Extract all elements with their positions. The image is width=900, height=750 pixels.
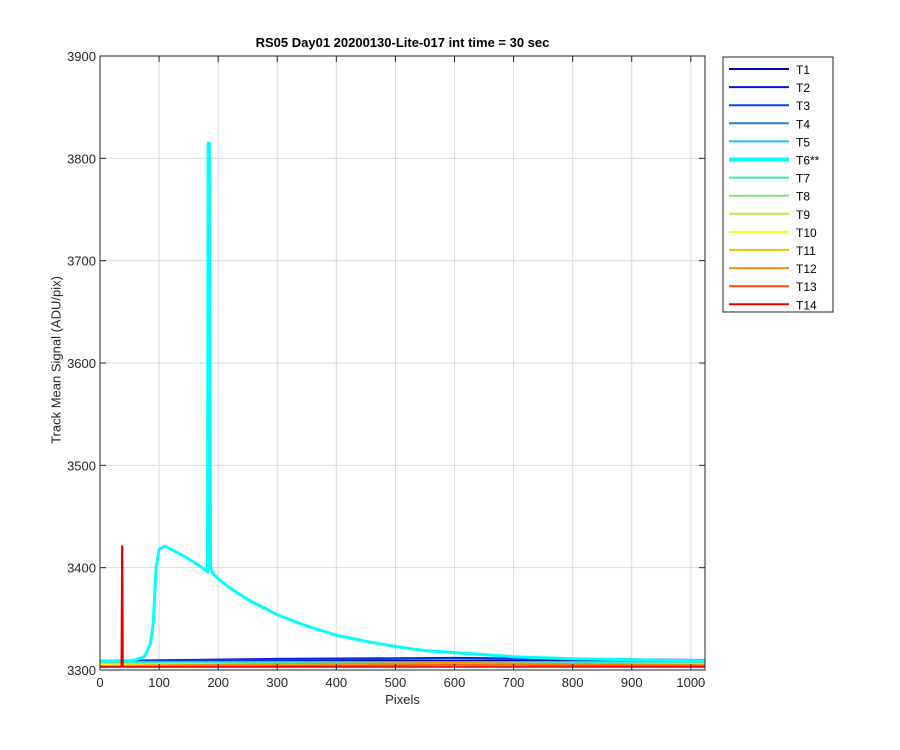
legend-label: T14 (796, 298, 817, 312)
legend-label: T10 (796, 226, 817, 240)
legend-label: T7 (796, 172, 810, 186)
series-line (99, 661, 706, 667)
x-tick-label: 700 (503, 675, 525, 690)
x-tick-label: 1000 (676, 675, 705, 690)
legend-label: T3 (796, 99, 810, 113)
x-tick-label: 500 (385, 675, 407, 690)
x-tick-label: 300 (266, 675, 288, 690)
legend-label: T1 (796, 63, 810, 77)
y-tick-label: 3600 (67, 356, 96, 371)
y-tick-label: 3500 (67, 458, 96, 473)
y-axis-label: Track Mean Signal (ADU/pix) (48, 276, 64, 444)
legend-label: T5 (796, 135, 810, 149)
legend-label: T2 (796, 81, 810, 95)
legend-box (722, 56, 834, 313)
x-tick-label: 0 (96, 675, 103, 690)
x-tick-label: 100 (148, 675, 170, 690)
y-tick-label: 3800 (67, 151, 96, 166)
legend-label: T8 (796, 190, 810, 204)
legend-label: T9 (796, 208, 810, 222)
legend-label: T11 (796, 244, 816, 258)
chart-title: RS05 Day01 20200130-Lite-017 int time = … (255, 35, 550, 50)
y-tick-label: 3400 (67, 561, 96, 576)
y-tick-label: 3900 (67, 49, 96, 64)
y-tick-label: 3700 (67, 254, 96, 269)
x-axis-label: Pixels (385, 692, 420, 707)
legend-label: T13 (796, 280, 817, 294)
x-tick-label: 800 (562, 675, 584, 690)
x-tick-label: 900 (621, 675, 643, 690)
legend-label: T12 (796, 262, 817, 276)
x-tick-label: 200 (207, 675, 229, 690)
legend-label: T4 (796, 117, 810, 131)
series-line (99, 141, 706, 664)
x-tick-label: 600 (444, 675, 466, 690)
legend-label: T6** (796, 154, 820, 168)
series-line (100, 545, 705, 668)
y-tick-label: 3300 (67, 663, 96, 678)
x-tick-label: 400 (325, 675, 347, 690)
